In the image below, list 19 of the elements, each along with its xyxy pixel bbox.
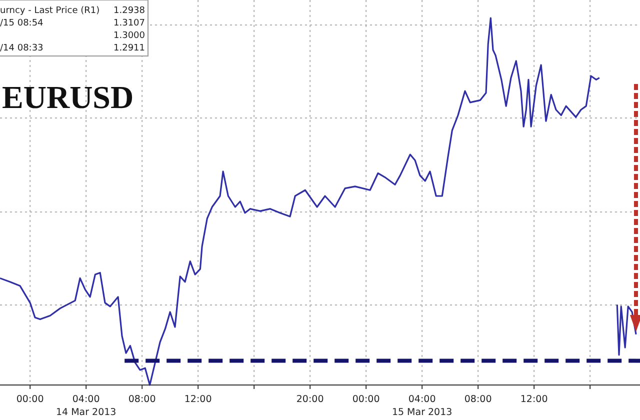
x-tick-label: 00:00 bbox=[352, 394, 380, 405]
x-tick-label: 00:00 bbox=[16, 394, 44, 405]
x-tick-label: 04:00 bbox=[408, 394, 436, 405]
annotation: /14 08:33 bbox=[0, 44, 44, 54]
x-tick-label: 12:00 bbox=[184, 394, 212, 405]
text: urncy - Last Price (R1) bbox=[0, 6, 100, 16]
x-tick-label: 04:00 bbox=[72, 394, 100, 405]
text: 14 Mar 2013 bbox=[56, 407, 116, 418]
x-tick-label: 08:00 bbox=[128, 394, 156, 405]
x-tick-label: 08:00 bbox=[464, 394, 492, 405]
annotation: 1.3107 bbox=[114, 18, 145, 28]
x-tick-label: 12:00 bbox=[520, 394, 548, 405]
text: EURUSD bbox=[2, 79, 134, 115]
annotation: 1.2911 bbox=[114, 44, 145, 54]
x-tick-label: 20:00 bbox=[296, 394, 324, 405]
text: 1.2938 bbox=[114, 6, 146, 16]
annotation: /15 08:54 bbox=[0, 18, 44, 28]
annotation: 1.3000 bbox=[114, 31, 146, 41]
text: 15 Mar 2013 bbox=[392, 407, 452, 418]
